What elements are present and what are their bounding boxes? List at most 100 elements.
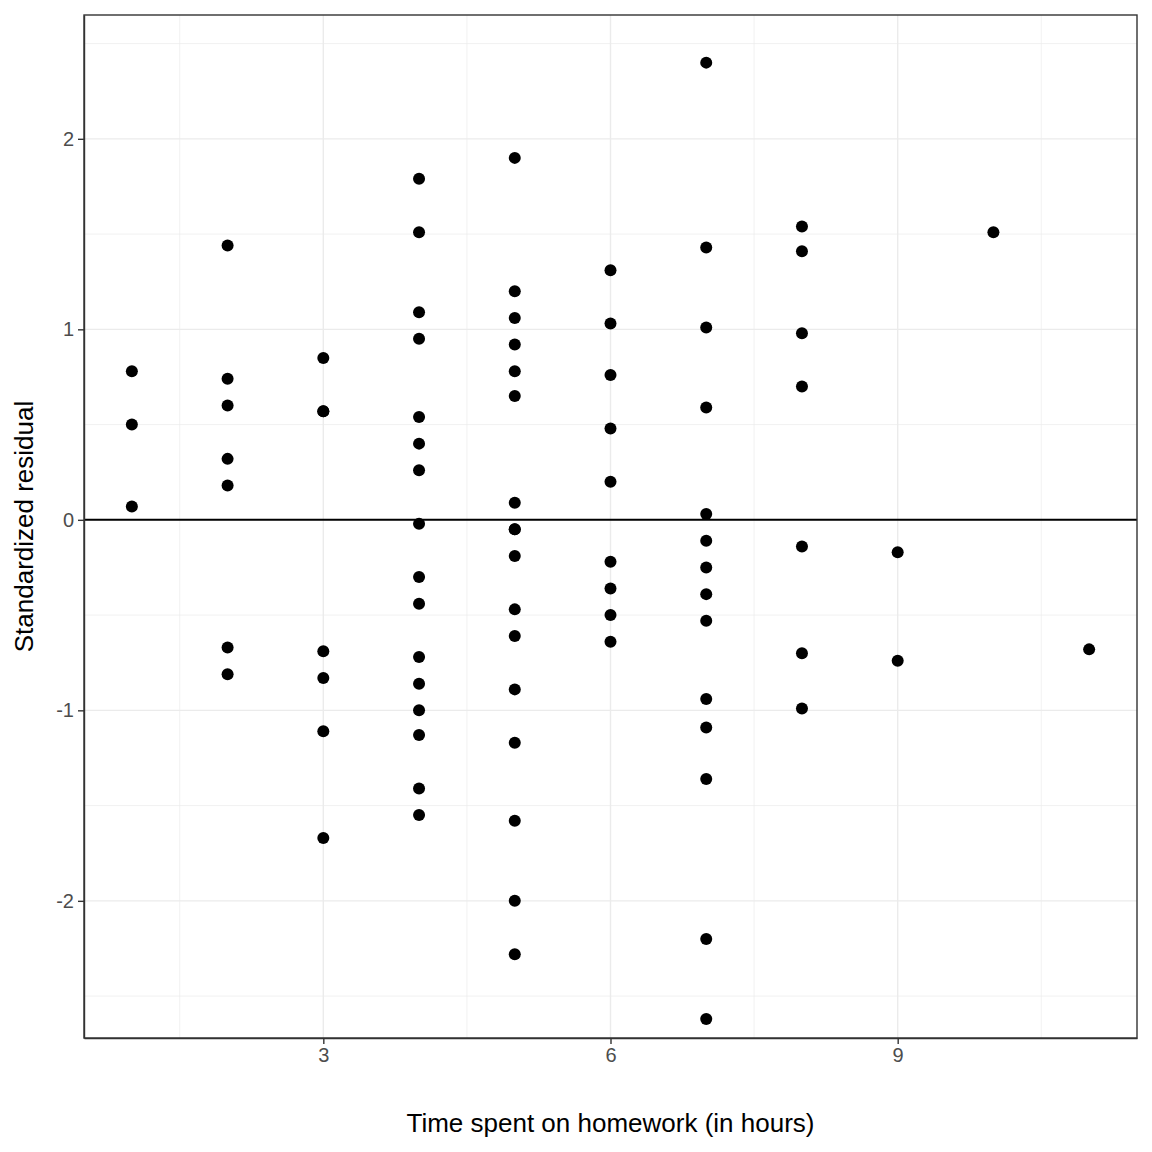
point xyxy=(509,683,521,695)
point xyxy=(509,948,521,960)
point xyxy=(413,782,425,794)
point xyxy=(700,241,712,253)
point xyxy=(700,721,712,733)
point xyxy=(509,152,521,164)
point xyxy=(317,405,329,417)
point xyxy=(222,400,234,412)
tick-label: -2 xyxy=(56,890,74,912)
point xyxy=(222,453,234,465)
point xyxy=(413,333,425,345)
minor-grid-line xyxy=(1041,15,1042,1038)
grid-line xyxy=(84,519,1137,520)
point xyxy=(509,523,521,535)
point xyxy=(413,571,425,583)
point xyxy=(222,480,234,492)
chart: 3 6 9 -2 -1 0 1 2 Time spent on homework (in hou… xyxy=(0,0,1152,1152)
point xyxy=(317,405,329,417)
point xyxy=(605,476,617,488)
point xyxy=(413,651,425,663)
tick: 1 xyxy=(63,318,84,340)
point xyxy=(700,1013,712,1025)
tick: -2 xyxy=(56,890,84,912)
point xyxy=(317,352,329,364)
tick: 9 xyxy=(893,1038,904,1066)
grid-line xyxy=(84,900,1137,901)
tick-mark xyxy=(78,329,84,330)
y-axis: -2 -1 0 1 2 xyxy=(56,16,84,1039)
point xyxy=(509,339,521,351)
tick-mark xyxy=(78,710,84,711)
point xyxy=(413,704,425,716)
tick: 6 xyxy=(605,1038,616,1066)
tick-mark xyxy=(78,139,84,140)
point xyxy=(796,702,808,714)
point xyxy=(796,541,808,553)
point xyxy=(509,550,521,562)
tick-label: 6 xyxy=(605,1044,616,1066)
point xyxy=(987,226,999,238)
point xyxy=(509,815,521,827)
point xyxy=(700,615,712,627)
point xyxy=(605,318,617,330)
point xyxy=(413,226,425,238)
point xyxy=(222,240,234,252)
x-axis-title: Time spent on homework (in hours) xyxy=(407,1108,815,1138)
tick-label: 1 xyxy=(63,318,74,340)
grid-line xyxy=(84,710,1137,711)
point xyxy=(413,306,425,318)
tick-label: 0 xyxy=(63,509,74,531)
point xyxy=(413,173,425,185)
point xyxy=(509,365,521,377)
grid-line xyxy=(897,15,898,1038)
point xyxy=(796,647,808,659)
point xyxy=(509,390,521,402)
point xyxy=(413,411,425,423)
point xyxy=(317,725,329,737)
point xyxy=(1083,643,1095,655)
minor-grid-line xyxy=(466,15,467,1038)
point xyxy=(126,500,138,512)
tick: 3 xyxy=(318,1038,329,1066)
point xyxy=(605,636,617,648)
point xyxy=(413,518,425,530)
tick-label: -1 xyxy=(56,699,74,721)
point xyxy=(509,630,521,642)
y-axis-title: Standardized residual xyxy=(9,401,39,653)
point xyxy=(605,582,617,594)
tick-label: 9 xyxy=(893,1044,904,1066)
tick-mark xyxy=(897,1038,898,1044)
point xyxy=(509,523,521,535)
point xyxy=(796,245,808,257)
point xyxy=(509,312,521,324)
tick-mark xyxy=(323,1038,324,1044)
grid xyxy=(84,15,1137,1038)
point xyxy=(509,497,521,509)
point xyxy=(605,556,617,568)
point xyxy=(413,598,425,610)
point xyxy=(413,438,425,450)
point xyxy=(605,609,617,621)
point xyxy=(605,422,617,434)
point xyxy=(796,327,808,339)
point xyxy=(222,641,234,653)
point xyxy=(700,535,712,547)
panel xyxy=(84,15,1137,1038)
point xyxy=(605,369,617,381)
point xyxy=(509,737,521,749)
panel-border xyxy=(84,15,1137,1038)
point xyxy=(700,401,712,413)
point xyxy=(222,373,234,385)
reference-line xyxy=(84,519,1137,521)
point xyxy=(700,57,712,69)
grid-line xyxy=(84,138,1137,139)
plot: 3 6 9 -2 -1 0 1 2 xyxy=(56,15,1137,1066)
point xyxy=(796,220,808,232)
point xyxy=(605,264,617,276)
minor-grid-line xyxy=(754,15,755,1038)
point xyxy=(509,895,521,907)
tick-label: 2 xyxy=(63,128,74,150)
grid-line xyxy=(323,15,324,1038)
data-layer xyxy=(84,57,1137,1025)
tick: 2 xyxy=(63,128,84,150)
point xyxy=(892,655,904,667)
